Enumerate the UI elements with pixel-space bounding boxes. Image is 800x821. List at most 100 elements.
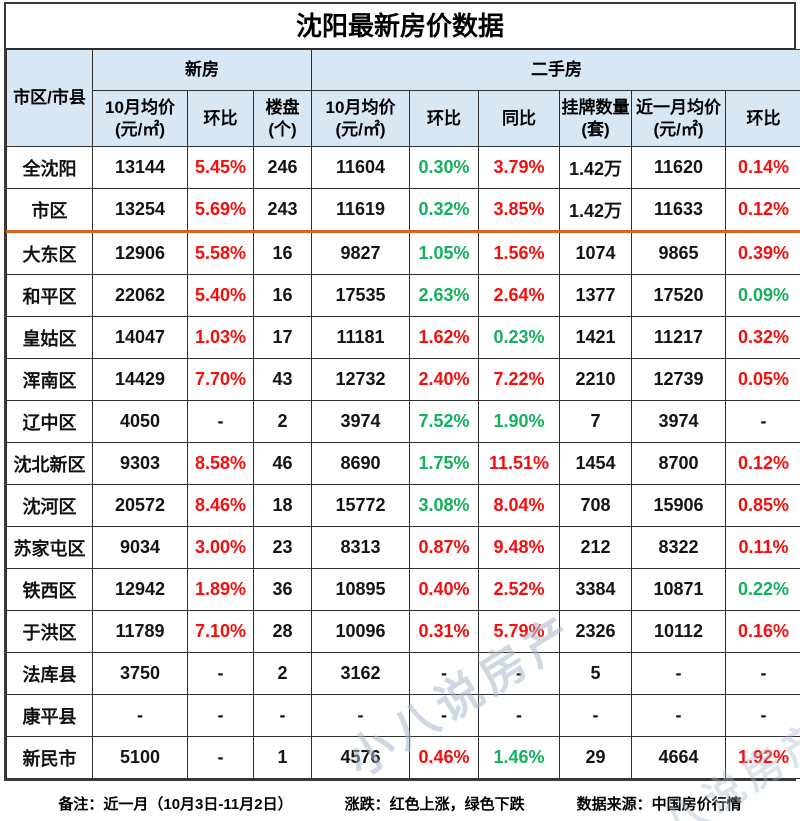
data-cell: 1.75% <box>409 442 480 485</box>
data-cell: 14429 <box>92 358 188 401</box>
data-cell: 3.79% <box>478 146 561 189</box>
data-cell: 43 <box>252 358 313 401</box>
data-cell: 3.00% <box>187 526 254 569</box>
data-cell: 0.40% <box>409 568 480 611</box>
data-cell: 11217 <box>631 316 727 359</box>
data-cell: 16 <box>252 231 313 275</box>
data-cell: 9303 <box>92 442 188 485</box>
data-cell: 8.46% <box>187 484 254 527</box>
data-cell: 9.48% <box>478 526 561 569</box>
table-row: 苏家屯区 9034 3.00% 23 8313 0.87% 9.48% 212 8322 0.11… <box>6 526 800 569</box>
data-cell: 708 <box>559 484 633 527</box>
table-row: 沈北新区 9303 8.58% 46 8690 1.75% 11.51% 1454 8700 0.… <box>6 442 800 485</box>
row-header: 市区 <box>6 188 93 233</box>
price-table-board: 沈阳最新房价数据 市区/市县 新房 二手房 10月均价(元/㎡) 环比 楼盘(个) 10月均… <box>4 2 800 781</box>
data-cell: 8322 <box>631 526 727 569</box>
header-group-row: 市区/市县 新房 二手房 <box>6 49 800 147</box>
data-cell: 46 <box>252 442 313 485</box>
data-cell: 4664 <box>631 736 727 779</box>
data-cell: 11619 <box>311 188 411 233</box>
table-row: 铁西区 12942 1.89% 36 10895 0.40% 2.52% 3384 10871 0… <box>6 568 800 611</box>
data-cell: - <box>631 652 727 695</box>
data-cell: 8.04% <box>478 484 561 527</box>
data-cell: 212 <box>559 526 633 569</box>
data-cell: 0.23% <box>478 316 561 359</box>
data-cell: 1.90% <box>478 400 561 443</box>
data-cell: 0.12% <box>725 188 800 233</box>
data-cell: 3384 <box>559 568 633 611</box>
data-cell: - <box>187 694 254 737</box>
data-cell: 3.85% <box>478 188 561 233</box>
data-cell: - <box>311 694 411 737</box>
data-cell: - <box>252 694 313 737</box>
data-cell: - <box>92 694 188 737</box>
row-header: 辽中区 <box>6 400 93 443</box>
row-header: 大东区 <box>6 231 93 275</box>
data-cell: 5100 <box>92 736 188 779</box>
data-cell: 11181 <box>311 316 411 359</box>
column-header: 挂牌数量(套) <box>559 90 633 147</box>
table-row: 皇姑区 14047 1.03% 17 11181 1.62% 0.23% 1421 11217 0… <box>6 316 800 359</box>
data-cell: 1 <box>252 736 313 779</box>
row-header: 皇姑区 <box>6 316 93 359</box>
data-cell: 1421 <box>559 316 633 359</box>
table-row: 沈河区 20572 8.46% 18 15772 3.08% 8.04% 708 15906 0.… <box>6 484 800 527</box>
data-cell: 3974 <box>311 400 411 443</box>
data-cell: 11633 <box>631 188 727 233</box>
data-cell: 11604 <box>311 146 411 189</box>
data-cell: 17 <box>252 316 313 359</box>
data-cell: 4050 <box>92 400 188 443</box>
data-cell: 1.89% <box>187 568 254 611</box>
data-cell: 12732 <box>311 358 411 401</box>
data-cell: 1.92% <box>725 736 800 779</box>
data-cell: 2.40% <box>409 358 480 401</box>
data-cell: 246 <box>252 146 313 189</box>
row-header: 浑南区 <box>6 358 93 401</box>
data-cell: 11789 <box>92 610 188 653</box>
row-header: 铁西区 <box>6 568 93 611</box>
data-cell: 5.45% <box>187 146 254 189</box>
data-cell: - <box>187 736 254 779</box>
data-cell: 2.52% <box>478 568 561 611</box>
data-cell: 9034 <box>92 526 188 569</box>
data-cell: 5 <box>559 652 633 695</box>
data-cell: 17535 <box>311 274 411 317</box>
data-cell: 1.56% <box>478 231 561 275</box>
data-cell: 7 <box>559 400 633 443</box>
column-header: 10月均价(元/㎡) <box>92 90 188 147</box>
data-cell: 0.22% <box>725 568 800 611</box>
data-cell: 7.10% <box>187 610 254 653</box>
data-cell: - <box>478 694 561 737</box>
data-cell: 36 <box>252 568 313 611</box>
data-cell: 10096 <box>311 610 411 653</box>
data-cell: 0.32% <box>725 316 800 359</box>
row-header: 沈河区 <box>6 484 93 527</box>
data-cell: 0.87% <box>409 526 480 569</box>
price-table: 市区/市县 新房 二手房 10月均价(元/㎡) 环比 楼盘(个) 10月均价(元/㎡) 环比同… <box>6 49 800 779</box>
data-cell: 1.05% <box>409 231 480 275</box>
data-cell: 1.46% <box>478 736 561 779</box>
page-title: 沈阳最新房价数据 <box>6 4 794 49</box>
row-header: 于洪区 <box>6 610 93 653</box>
data-cell: - <box>409 652 480 695</box>
data-cell: 10871 <box>631 568 727 611</box>
data-cell: 0.09% <box>725 274 800 317</box>
table-row: 辽中区 4050-2 3974 7.52% 1.90% 7 3974- <box>6 400 800 443</box>
data-cell: - <box>187 400 254 443</box>
data-cell: 0.05% <box>725 358 800 401</box>
data-cell: 22062 <box>92 274 188 317</box>
column-header: 环比 <box>409 90 480 147</box>
data-cell: - <box>187 652 254 695</box>
data-cell: 8313 <box>311 526 411 569</box>
table-row: 大东区 12906 5.58% 16 9827 1.05% 1.56% 1074 9865 0.3… <box>6 231 800 275</box>
data-cell: 0.14% <box>725 146 800 189</box>
footnote-note: 备注：近一月（10月3日-11月2日） <box>58 796 293 813</box>
data-cell: 2 <box>252 400 313 443</box>
data-cell: - <box>409 694 480 737</box>
data-cell: 3162 <box>311 652 411 695</box>
data-cell: 5.69% <box>187 188 254 233</box>
data-cell: 23 <box>252 526 313 569</box>
data-cell: 11.51% <box>478 442 561 485</box>
table-row: 于洪区 11789 7.10% 28 10096 0.31% 5.79% 2326 10112 0… <box>6 610 800 653</box>
